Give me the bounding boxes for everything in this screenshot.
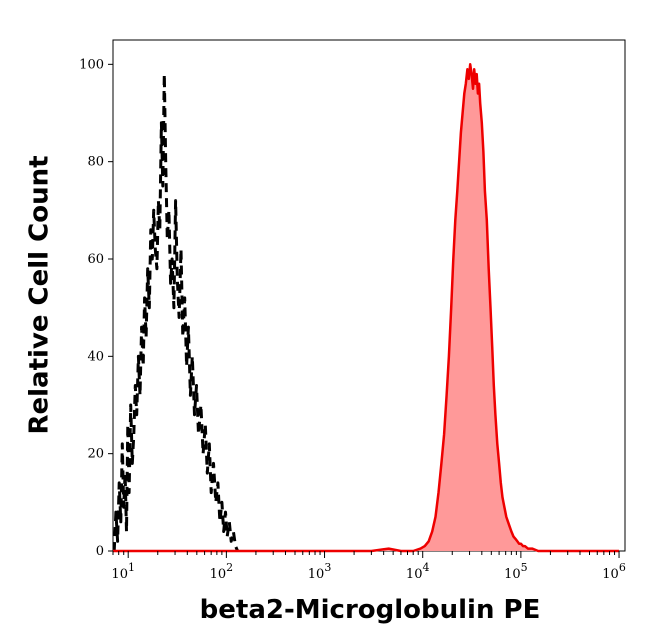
y-axis-title: Relative Cell Count [25, 155, 55, 434]
series-1-line [113, 63, 619, 553]
series-0-line [112, 72, 239, 552]
x-tick-label-100000: 105 [504, 561, 528, 582]
x-tick-label-100: 102 [210, 561, 234, 582]
series-1-area [113, 64, 619, 552]
x-tick-label-10000: 104 [406, 561, 430, 582]
y-tick-label-60: 60 [87, 252, 104, 267]
y-tick-label-20: 20 [87, 447, 104, 462]
x-tick-label-10: 101 [111, 561, 135, 582]
axis-layer: 0 20 40 60 80 100 101 102 103 104 105 106 [79, 57, 626, 582]
x-tick-label-1000: 103 [308, 561, 332, 582]
y-tick-label-100: 100 [79, 57, 104, 72]
y-tick-label-0: 0 [96, 544, 104, 559]
x-tick-label-1000000: 106 [602, 561, 626, 582]
plot-area-frame [112, 39, 626, 552]
y-tick-label-40: 40 [87, 349, 104, 364]
x-axis-title: beta2-Microglobulin PE [200, 595, 541, 625]
series-layer [112, 63, 619, 553]
y-tick-label-80: 80 [87, 155, 104, 170]
